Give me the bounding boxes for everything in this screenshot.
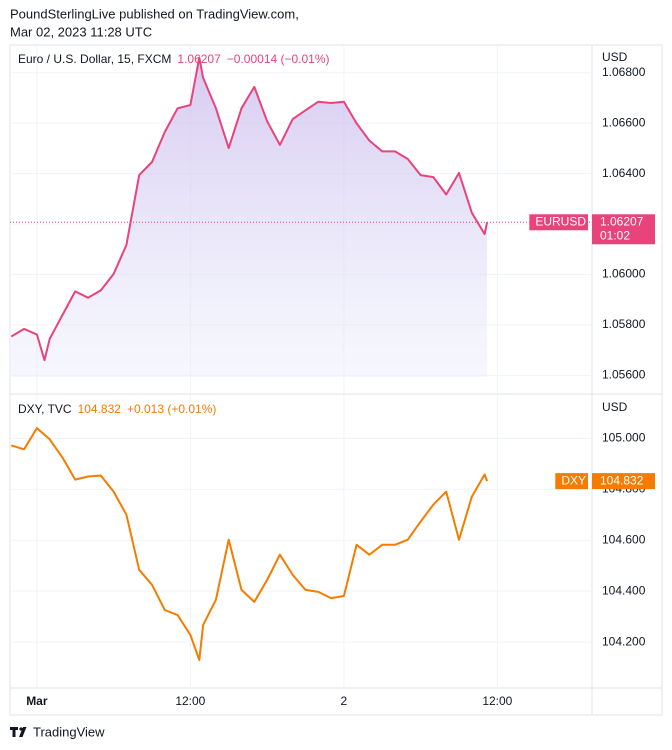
- chart-frame: [9, 44, 663, 716]
- x-tick-label: 12:00: [482, 694, 512, 708]
- axis-unit: USD: [602, 400, 628, 414]
- y-tick-label: 1.05600: [602, 368, 646, 382]
- y-tick-label: 1.05800: [602, 317, 646, 331]
- x-tick-label: 12:00: [175, 694, 205, 708]
- series-title: DXY, TVC: [18, 402, 72, 416]
- y-tick-label: 104.200: [602, 634, 646, 648]
- area-fill: [11, 57, 488, 377]
- y-tick-label: 1.06800: [602, 65, 646, 79]
- countdown: 01:02: [600, 228, 630, 242]
- tv-logo: [10, 727, 27, 737]
- y-tick-label: 104.600: [602, 532, 646, 546]
- legend-change: +0.013 (+0.01%): [127, 402, 216, 416]
- price-tag: [592, 214, 655, 245]
- legend-last: 1.06207: [177, 52, 221, 66]
- y-tick-label: 104.400: [602, 583, 646, 597]
- legend-last: 104.832: [78, 402, 122, 416]
- price-tag-text: 104.832: [600, 473, 644, 487]
- y-tick-label: 1.06000: [602, 267, 646, 281]
- x-tick-label: Mar: [26, 694, 48, 708]
- series-title: Euro / U.S. Dollar, 15, FXCM: [18, 52, 171, 66]
- y-tick-label: 105.000: [602, 430, 646, 444]
- symbol-tag: [529, 214, 588, 231]
- x-tick-label: 2: [341, 694, 348, 708]
- y-tick-label: 1.06400: [602, 166, 646, 180]
- y-tick-label: 1.06600: [602, 115, 646, 129]
- price-line: [10, 56, 489, 362]
- symbol-tag: [555, 473, 588, 490]
- axis-unit: USD: [602, 50, 628, 64]
- symbol-tag-text: DXY: [561, 473, 586, 487]
- price-tag-text: 1.06207: [600, 214, 644, 228]
- price-line: [11, 427, 489, 661]
- legend-change: −0.00014 (−0.01%): [227, 52, 330, 66]
- symbol-tag-text: EURUSD: [535, 214, 586, 228]
- publish-date: Mar 02, 2023 11:28 UTC: [10, 24, 152, 39]
- publisher: PoundSterlingLive published on TradingVi…: [10, 6, 299, 21]
- brand: TradingView: [33, 724, 105, 739]
- price-tag: [592, 473, 655, 490]
